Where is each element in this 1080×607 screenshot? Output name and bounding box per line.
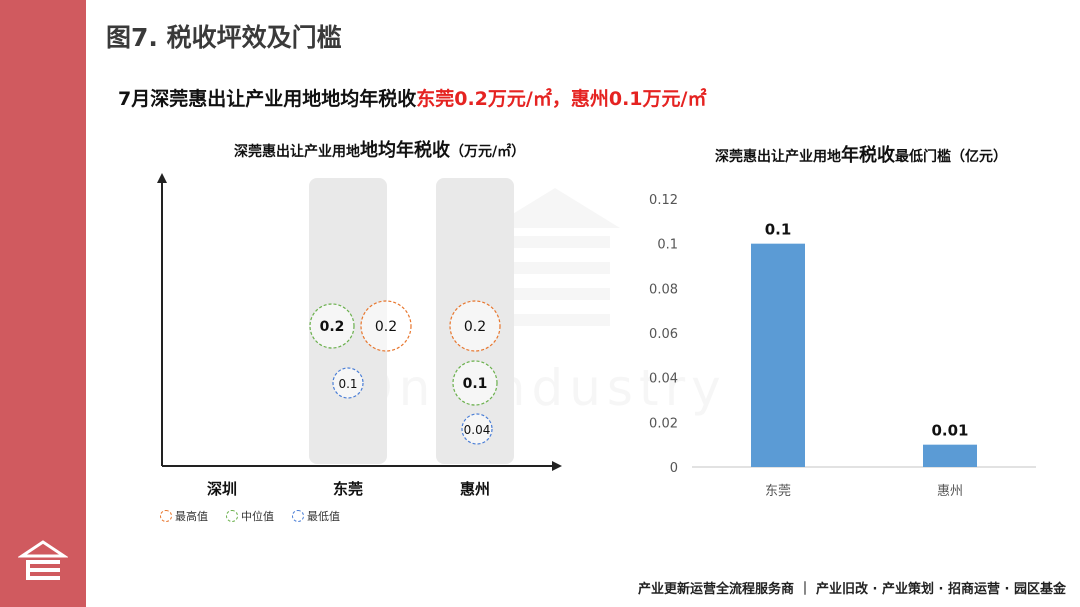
right-category-label: 东莞 (765, 484, 791, 499)
legend-swatch-max (160, 510, 172, 522)
legend-swatch-min (292, 510, 304, 522)
legend-label-median: 中位值 (241, 510, 274, 523)
legend-label-min: 最低值 (307, 510, 340, 523)
footer-slogan: 产业更新运营全流程服务商 ｜ 产业旧改 · 产业策划 · 招商运营 · 园区基金 (637, 582, 1066, 597)
left-title-emphasis: 地均年税收 (360, 140, 450, 161)
right-y-tick-label: 0.1 (657, 238, 678, 253)
scatter-point (309, 303, 355, 349)
scatter-point-label: 0.2 (464, 319, 486, 335)
right-title-emphasis: 年税收 (841, 145, 895, 166)
right-y-tick-label: 0 (670, 461, 678, 476)
left-chart-title: 深莞惠出让产业用地地均年税收（万元/㎡） (234, 136, 525, 162)
left-category-label: 东莞 (333, 480, 363, 498)
right-y-tick-label: 0.02 (649, 416, 678, 431)
scatter-point (332, 367, 364, 399)
left-x-axis-arrow (552, 461, 562, 471)
right-y-tick-label: 0.12 (649, 193, 678, 208)
headline-huizhou: 惠州0.1万元/㎡ (570, 88, 707, 110)
scatter-point-label: 0.2 (320, 319, 345, 335)
headline-prefix: 7月深莞惠出让产业用地地均年税收 (118, 88, 417, 110)
scatter-point (449, 300, 501, 352)
scatter-point (461, 413, 493, 445)
bar-1 (751, 243, 805, 467)
right-y-tick-label: 0.04 (649, 372, 678, 387)
left-category-label: 深圳 (207, 480, 237, 498)
headline-separator: ， (551, 88, 571, 110)
right-category-label: 惠州 (937, 484, 963, 499)
scatter-point (360, 300, 412, 352)
bar-2 (923, 444, 977, 467)
page-title: 图7. 税收坪效及门槛 (106, 23, 342, 52)
legend-item-median: 中位值 (226, 508, 274, 524)
bar-value-label: 0.01 (931, 422, 968, 440)
right-y-tick-label: 0.06 (649, 327, 678, 342)
left-category-label: 惠州 (460, 480, 490, 498)
right-y-tick-label: 0.08 (649, 282, 678, 297)
right-title-part-2: 最低门槛（亿元） (895, 149, 1007, 165)
left-title-part-1: 深莞惠出让产业用地 (234, 144, 360, 160)
left-chart-legend: 最高值 中位值 最低值 (160, 508, 340, 524)
left-title-unit: （万元/㎡） (450, 144, 526, 160)
scatter-point-label: 0.2 (375, 319, 397, 335)
headline: 7月深莞惠出让产业用地地均年税收东莞0.2万元/㎡，惠州0.1万元/㎡ (118, 84, 706, 111)
legend-item-max: 最高值 (160, 508, 208, 524)
company-logo-icon (18, 540, 68, 580)
legend-label-max: 最高值 (175, 510, 208, 523)
left-y-axis-arrow (157, 173, 167, 183)
legend-swatch-median (226, 510, 238, 522)
scatter-point-label: 0.1 (463, 376, 488, 392)
bar-value-label: 0.1 (765, 221, 792, 239)
left-accent-bar (0, 0, 86, 607)
headline-dongguan: 东莞0.2万元/㎡ (416, 88, 552, 110)
legend-item-min: 最低值 (292, 508, 340, 524)
scatter-point-label: 0.04 (464, 423, 491, 437)
right-title-part-1: 深莞惠出让产业用地 (715, 149, 841, 165)
right-chart-title: 深莞惠出让产业用地年税收最低门槛（亿元） (715, 141, 1007, 167)
scatter-point-label: 0.1 (338, 377, 357, 391)
scatter-point (452, 360, 498, 406)
